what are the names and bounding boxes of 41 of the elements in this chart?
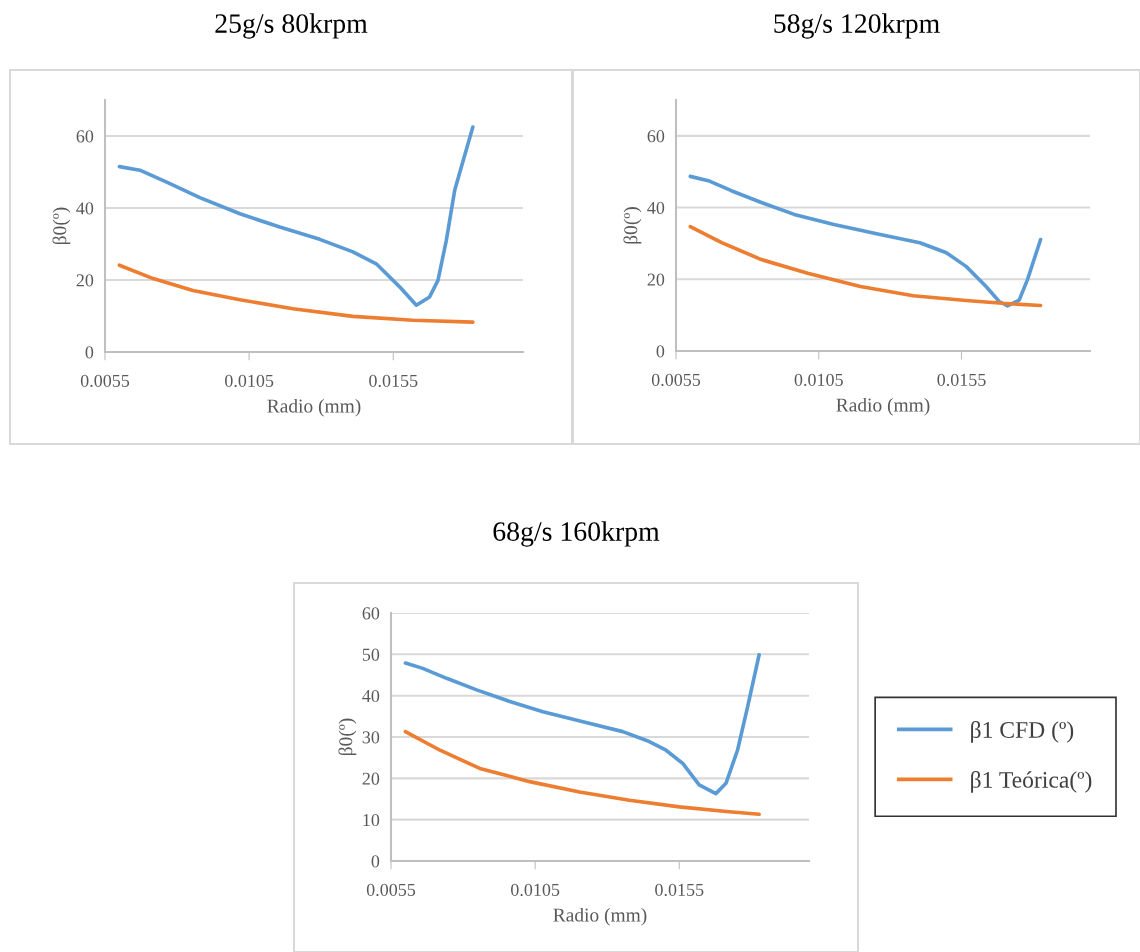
x-tick-label: 0.0055	[80, 374, 130, 388]
x-tick-label: 0.0055	[651, 373, 701, 387]
y-tick-label: 60	[362, 607, 380, 620]
chart-title: 25g/s 80krpm	[215, 13, 368, 39]
y-axis-title: β0(º)	[623, 207, 642, 244]
y-tick-label: 60	[647, 130, 665, 143]
x-tick-label: 0.0155	[655, 883, 704, 897]
y-tick-label: 40	[647, 201, 665, 215]
y-tick-label: 50	[362, 648, 380, 661]
y-tick-label: 10	[363, 813, 380, 827]
x-tick-label: 0.0105	[511, 883, 560, 897]
x-tick-label: 0.0105	[225, 374, 274, 388]
x-axis-title: Radio (mm)	[267, 398, 361, 417]
y-tick-label: 20	[362, 772, 380, 785]
y-tick-label: 40	[76, 202, 94, 215]
x-axis-title: Radio (mm)	[836, 397, 930, 416]
y-tick-label: 40	[362, 689, 380, 703]
y-axis-title: β0(º)	[52, 207, 71, 245]
y-tick-label: 0	[656, 345, 665, 358]
y-tick-label: 30	[362, 731, 380, 744]
x-tick-label: 0.0155	[369, 374, 418, 388]
y-tick-label: 20	[647, 273, 665, 286]
x-tick-label: 0.0155	[937, 373, 986, 387]
legend-label: β1 CFD (º)	[971, 721, 1074, 743]
line-series	[117, 263, 475, 324]
chart-title: 58g/s 120krpm	[774, 13, 940, 39]
y-tick-label: 60	[76, 130, 94, 143]
line-series	[403, 729, 761, 817]
line-series	[688, 224, 1043, 308]
x-tick-label: 0.0105	[794, 373, 843, 387]
line-series	[403, 652, 761, 796]
y-axis-title: β0(º)	[338, 718, 357, 756]
line-series	[117, 125, 475, 308]
legend-label: β1 Teórica(º)	[971, 771, 1092, 793]
x-tick-label: 0.0055	[366, 883, 416, 897]
x-axis-title: Radio (mm)	[553, 907, 647, 926]
line-series	[688, 174, 1043, 308]
y-tick-label: 20	[76, 274, 94, 287]
y-tick-label: 0	[371, 855, 380, 868]
chart-title: 68g/s 160krpm	[493, 521, 660, 547]
y-tick-label: 0	[85, 346, 94, 359]
